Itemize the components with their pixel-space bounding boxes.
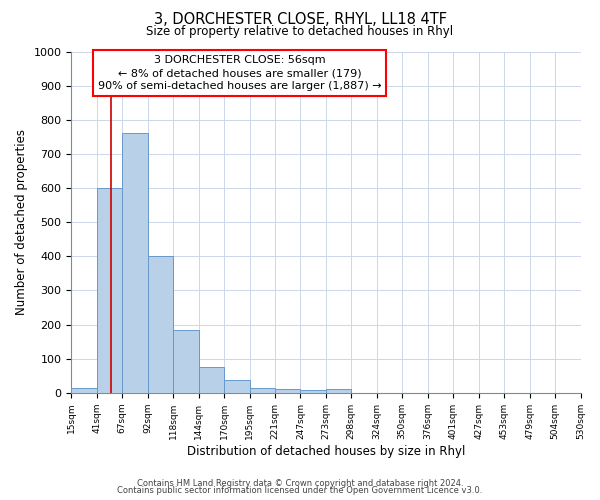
Bar	[199, 367, 224, 393]
Bar	[71, 388, 97, 393]
Text: Size of property relative to detached houses in Rhyl: Size of property relative to detached ho…	[146, 25, 454, 38]
Bar	[326, 389, 352, 393]
Bar	[148, 256, 173, 393]
X-axis label: Distribution of detached houses by size in Rhyl: Distribution of detached houses by size …	[187, 444, 465, 458]
Text: Contains public sector information licensed under the Open Government Licence v3: Contains public sector information licen…	[118, 486, 482, 495]
Bar	[173, 330, 199, 393]
Bar	[301, 390, 326, 393]
Bar	[122, 134, 148, 393]
Text: Contains HM Land Registry data © Crown copyright and database right 2024.: Contains HM Land Registry data © Crown c…	[137, 478, 463, 488]
Bar	[275, 389, 301, 393]
Y-axis label: Number of detached properties: Number of detached properties	[15, 129, 28, 315]
Bar	[250, 388, 275, 393]
Bar	[224, 380, 250, 393]
Bar	[97, 188, 122, 393]
Text: 3, DORCHESTER CLOSE, RHYL, LL18 4TF: 3, DORCHESTER CLOSE, RHYL, LL18 4TF	[154, 12, 446, 28]
Text: 3 DORCHESTER CLOSE: 56sqm
← 8% of detached houses are smaller (179)
90% of semi-: 3 DORCHESTER CLOSE: 56sqm ← 8% of detach…	[98, 55, 381, 92]
